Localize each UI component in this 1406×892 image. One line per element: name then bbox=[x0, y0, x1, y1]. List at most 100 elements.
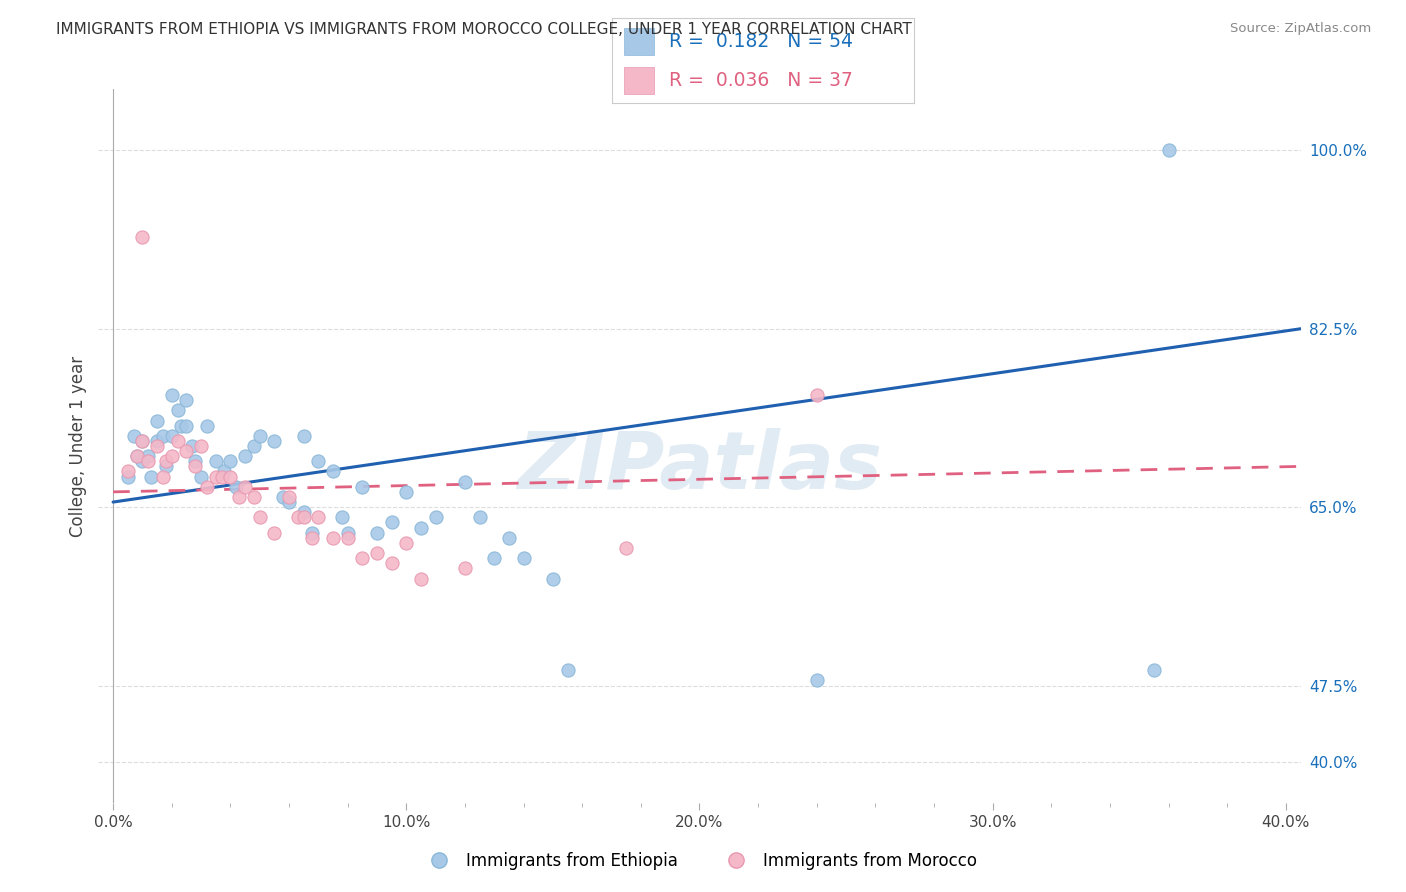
Point bbox=[1143, 663, 1166, 677]
Point bbox=[352, 551, 374, 566]
Point bbox=[176, 418, 198, 433]
Point bbox=[125, 449, 148, 463]
Point bbox=[152, 429, 174, 443]
Point bbox=[271, 490, 294, 504]
Point bbox=[131, 434, 153, 448]
Text: ZIPatlas: ZIPatlas bbox=[517, 428, 882, 507]
Point bbox=[292, 505, 315, 519]
Point bbox=[176, 393, 198, 408]
Point bbox=[307, 510, 329, 524]
Point bbox=[307, 454, 329, 468]
Point bbox=[166, 403, 188, 417]
Point bbox=[141, 469, 163, 483]
Point bbox=[243, 490, 266, 504]
Point bbox=[1157, 144, 1180, 158]
Point bbox=[136, 454, 159, 468]
Point bbox=[190, 439, 212, 453]
Point bbox=[131, 454, 153, 468]
Point bbox=[278, 490, 301, 504]
Point bbox=[322, 531, 344, 545]
Point bbox=[243, 439, 266, 453]
Point bbox=[287, 510, 309, 524]
Point bbox=[425, 510, 447, 524]
Point bbox=[806, 673, 828, 688]
Point bbox=[336, 531, 359, 545]
Point bbox=[122, 429, 145, 443]
Point bbox=[225, 480, 247, 494]
Point bbox=[131, 434, 153, 448]
Point bbox=[117, 465, 139, 479]
Point bbox=[160, 429, 183, 443]
Point bbox=[146, 439, 169, 453]
Point bbox=[498, 531, 520, 545]
Point bbox=[176, 444, 198, 458]
Point bbox=[541, 572, 564, 586]
Point bbox=[557, 663, 579, 677]
Point bbox=[366, 525, 388, 540]
Point bbox=[352, 480, 374, 494]
Point bbox=[155, 454, 177, 468]
Point bbox=[484, 551, 506, 566]
Point bbox=[160, 449, 183, 463]
Point bbox=[214, 465, 236, 479]
Point bbox=[233, 480, 256, 494]
Point bbox=[249, 510, 271, 524]
Point bbox=[181, 439, 204, 453]
Point bbox=[131, 230, 153, 244]
Point bbox=[117, 469, 139, 483]
Point bbox=[263, 525, 285, 540]
Bar bbox=[624, 67, 654, 95]
Point bbox=[136, 449, 159, 463]
Point bbox=[228, 490, 250, 504]
Point bbox=[233, 449, 256, 463]
Point bbox=[125, 449, 148, 463]
Point bbox=[381, 556, 404, 570]
Point bbox=[395, 484, 418, 499]
Point bbox=[146, 434, 169, 448]
Legend: Immigrants from Ethiopia, Immigrants from Morocco: Immigrants from Ethiopia, Immigrants fro… bbox=[416, 846, 983, 877]
Text: Source: ZipAtlas.com: Source: ZipAtlas.com bbox=[1230, 22, 1371, 36]
Point bbox=[409, 520, 432, 534]
Point bbox=[330, 510, 353, 524]
Point bbox=[512, 551, 534, 566]
Point bbox=[409, 572, 432, 586]
Point bbox=[166, 434, 188, 448]
Point bbox=[614, 541, 637, 555]
Point bbox=[160, 388, 183, 402]
Point bbox=[249, 429, 271, 443]
Point bbox=[468, 510, 491, 524]
Text: R =  0.182   N = 54: R = 0.182 N = 54 bbox=[669, 32, 853, 51]
Point bbox=[195, 418, 218, 433]
Point bbox=[395, 536, 418, 550]
Point bbox=[806, 388, 828, 402]
Point bbox=[146, 413, 169, 427]
Point bbox=[263, 434, 285, 448]
Point bbox=[301, 525, 323, 540]
Point bbox=[169, 418, 191, 433]
Bar bbox=[624, 28, 654, 55]
Point bbox=[219, 454, 242, 468]
Point bbox=[292, 429, 315, 443]
Point bbox=[366, 546, 388, 560]
Y-axis label: College, Under 1 year: College, Under 1 year bbox=[69, 355, 87, 537]
Point bbox=[454, 561, 477, 575]
Point bbox=[204, 469, 226, 483]
Point bbox=[211, 469, 233, 483]
Point bbox=[381, 516, 404, 530]
Point bbox=[454, 475, 477, 489]
Point bbox=[184, 459, 207, 474]
Point bbox=[152, 469, 174, 483]
Point bbox=[184, 454, 207, 468]
Point bbox=[322, 465, 344, 479]
Point bbox=[219, 469, 242, 483]
Point bbox=[155, 459, 177, 474]
Point bbox=[195, 480, 218, 494]
Point bbox=[301, 531, 323, 545]
Point bbox=[204, 454, 226, 468]
Point bbox=[190, 469, 212, 483]
Point bbox=[292, 510, 315, 524]
Text: IMMIGRANTS FROM ETHIOPIA VS IMMIGRANTS FROM MOROCCO COLLEGE, UNDER 1 YEAR CORREL: IMMIGRANTS FROM ETHIOPIA VS IMMIGRANTS F… bbox=[56, 22, 912, 37]
Point bbox=[278, 495, 301, 509]
Point bbox=[336, 525, 359, 540]
Text: R =  0.036   N = 37: R = 0.036 N = 37 bbox=[669, 71, 853, 90]
